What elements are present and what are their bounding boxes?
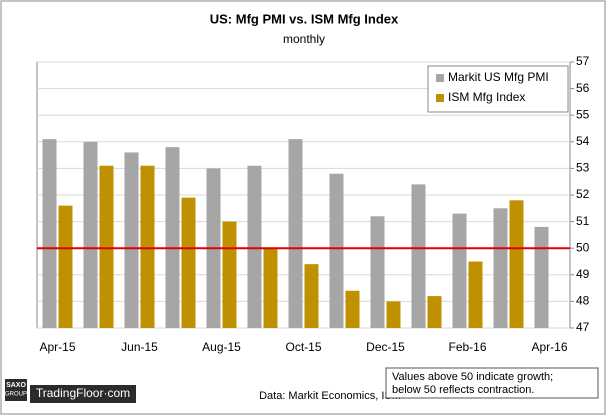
bar	[534, 226, 549, 328]
note-box	[385, 367, 599, 399]
bar	[411, 184, 426, 328]
bar	[99, 165, 114, 328]
y-tick-label: 47	[576, 320, 590, 334]
bar	[468, 261, 483, 328]
y-tick-label: 53	[576, 161, 590, 175]
bar	[181, 197, 196, 328]
y-tick-label: 57	[576, 54, 590, 68]
bar	[263, 248, 278, 328]
site-box	[30, 385, 136, 403]
x-tick-label: Jun-15	[121, 340, 158, 354]
note: below 50 reflects contraction.	[392, 384, 534, 396]
bar	[329, 173, 344, 328]
y-tick-label: 50	[576, 240, 590, 254]
legend-swatch	[436, 94, 444, 102]
y-tick-label: 54	[576, 134, 590, 148]
y-tick-label: 52	[576, 187, 590, 201]
logo: GROUP	[5, 392, 27, 398]
y-tick-label: 51	[576, 214, 590, 228]
legend-swatch	[436, 74, 444, 82]
legend-label: Markit US Mfg PMI	[448, 70, 549, 84]
y-tick-label: 56	[576, 81, 590, 95]
bar	[370, 216, 385, 328]
logo: SAXO	[6, 382, 26, 389]
bar	[83, 141, 98, 328]
bar	[288, 139, 303, 328]
chart-title: US: Mfg PMI vs. ISM Mfg Index	[210, 11, 399, 26]
y-tick-label: 48	[576, 294, 590, 308]
x-tick-label: Apr-16	[531, 340, 567, 354]
bar	[124, 152, 139, 328]
bar	[58, 205, 73, 328]
x-tick-label: Apr-15	[39, 340, 75, 354]
bar	[345, 290, 360, 328]
bar	[222, 221, 237, 328]
x-tick-label: Aug-15	[202, 340, 241, 354]
chart-subtitle: monthly	[283, 32, 325, 46]
x-tick-label: Dec-15	[366, 340, 405, 354]
bar	[42, 139, 57, 328]
bar	[165, 147, 180, 328]
bar	[427, 296, 442, 328]
bar	[247, 165, 262, 328]
y-tick-label: 49	[576, 267, 590, 281]
source: Data: Markit Economics, ISM	[259, 390, 401, 402]
legend-label: ISM Mfg Index	[448, 90, 525, 104]
bar	[386, 301, 401, 328]
bar	[304, 264, 319, 328]
bar	[140, 165, 155, 328]
legend-box	[427, 65, 569, 113]
note: Values above 50 indicate growth;	[392, 371, 553, 383]
x-tick-label: Oct-15	[285, 340, 321, 354]
site: TradingFloor·com	[36, 386, 130, 400]
bar	[452, 213, 467, 328]
bar	[493, 208, 508, 328]
x-tick-label: Feb-16	[448, 340, 486, 354]
y-tick-label: 55	[576, 107, 590, 121]
logo-box	[5, 379, 27, 401]
bar	[509, 200, 524, 328]
